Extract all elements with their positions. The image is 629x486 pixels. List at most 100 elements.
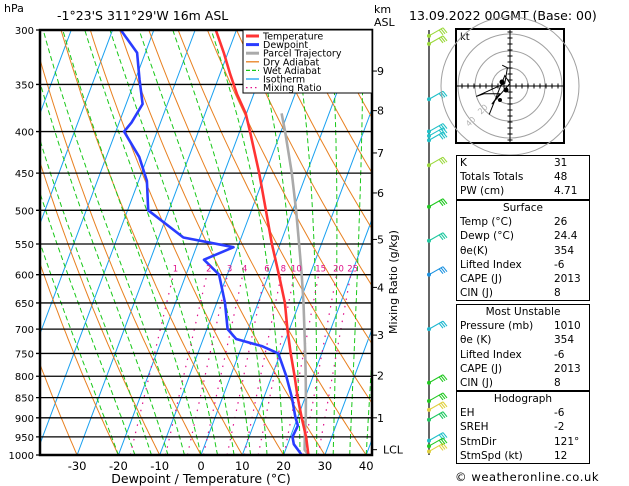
legend-label: Parcel Trajectory bbox=[263, 49, 342, 60]
pressure-tick-label: 350 bbox=[15, 80, 34, 91]
mixing-ratio-labels: 1 2 3 4 6 8 10 15 20 25 bbox=[173, 265, 358, 275]
km-tick-label: 3 bbox=[377, 329, 384, 342]
wind-barb bbox=[428, 127, 448, 137]
temperature-tick-label: 40 bbox=[359, 459, 374, 473]
index-value: 31 bbox=[554, 157, 568, 169]
pressure-tick-label: 450 bbox=[15, 169, 34, 180]
copyright-footer[interactable]: © weatheronline.co.uk bbox=[455, 470, 600, 484]
x-axis-title: Dewpoint / Temperature (°C) bbox=[111, 471, 290, 486]
pressure-tick-label: 550 bbox=[15, 240, 34, 251]
index-value: 4.71 bbox=[554, 185, 578, 198]
surface-row: θe(K) 354 bbox=[457, 244, 589, 258]
hodo-row: StmDir 121° bbox=[457, 435, 589, 449]
wind-barb bbox=[428, 232, 448, 242]
index-label: Pressure (mb) bbox=[460, 320, 534, 333]
dry-adiabat-line bbox=[148, 30, 367, 455]
profiles bbox=[119, 30, 310, 455]
index-value: 1010 bbox=[554, 320, 581, 333]
index-label: θe(K) bbox=[460, 244, 488, 257]
wind-barb bbox=[428, 392, 448, 402]
wind-barb bbox=[428, 442, 448, 452]
surface-title: Surface bbox=[502, 202, 543, 214]
index-label: StmDir bbox=[460, 435, 497, 448]
index-value: 12 bbox=[554, 449, 568, 462]
most-unstable-panel: Most Unstable Pressure (mb) 1010 θe (K) 35… bbox=[456, 304, 590, 392]
temperature-profile bbox=[214, 30, 310, 455]
wind-barb bbox=[428, 123, 448, 133]
isotherm-line bbox=[283, 217, 372, 455]
km-tick-label: 1 bbox=[377, 412, 384, 425]
isotherm-line bbox=[159, 30, 320, 455]
temperature-tick-label: 0 bbox=[197, 459, 204, 473]
legend-label: Mixing Ratio bbox=[263, 83, 322, 94]
wind-barb bbox=[428, 374, 448, 384]
index-label: θe (K) bbox=[460, 334, 492, 347]
wind-barb bbox=[428, 27, 448, 37]
wet-adiabat-line bbox=[84, 30, 218, 455]
temperature-axis: -30 -20 -10 0 10 20 30 40 bbox=[68, 459, 374, 473]
hodo-row: StmSpd (kt) 12 bbox=[457, 449, 589, 463]
isotherm-line bbox=[76, 30, 237, 455]
surface-row: CAPE (J) 2013 bbox=[457, 272, 589, 286]
pressure-tick-label: 1000 bbox=[9, 451, 34, 462]
isotherm-line bbox=[40, 30, 196, 446]
legend-label: Temperature bbox=[262, 32, 323, 43]
hodograph-storm-marker bbox=[503, 87, 509, 93]
index-label: Lifted Index bbox=[460, 348, 522, 361]
index-value: -6 bbox=[554, 407, 565, 420]
index-label: CAPE (J) bbox=[460, 272, 503, 285]
index-label: Temp (°C) bbox=[460, 216, 513, 229]
index-label: CIN (J) bbox=[460, 376, 493, 389]
mixing-ratio-axis-title: Mixing Ratio (g/kg) bbox=[387, 230, 400, 334]
index-value: 121° bbox=[554, 435, 580, 448]
mixing-ratio-line bbox=[257, 274, 295, 455]
wind-barb bbox=[428, 320, 448, 330]
wind-barb bbox=[428, 35, 448, 45]
index-label: Totals Totals bbox=[460, 171, 524, 184]
surface-panel: Surface Temp (°C) 26 Dewp (°C) 24.4 θe(K) 3… bbox=[456, 200, 590, 302]
index-value: 26 bbox=[554, 216, 568, 229]
km-tick-label: 6 bbox=[377, 187, 384, 200]
mixing-ratio-label: 4 bbox=[242, 265, 247, 275]
dry-adiabat-line bbox=[40, 57, 202, 455]
index-value: 8 bbox=[554, 287, 561, 300]
pressure-unit-label: hPa bbox=[4, 2, 24, 15]
mixing-ratio-line bbox=[186, 274, 229, 455]
pressure-tick-label: 300 bbox=[15, 26, 34, 37]
legend-label: Dry Adiabat bbox=[263, 57, 320, 68]
pressure-tick-label: 600 bbox=[15, 271, 34, 282]
index-value: 2013 bbox=[554, 362, 581, 375]
temperature-tick-label: 30 bbox=[318, 459, 333, 473]
index-label: SREH bbox=[460, 421, 489, 434]
index-label: CIN (J) bbox=[460, 287, 493, 300]
index-label: PW (cm) bbox=[460, 185, 505, 198]
wind-barb bbox=[428, 90, 448, 100]
pressure-tick-label: 700 bbox=[15, 325, 34, 336]
isotherm-line bbox=[200, 30, 361, 455]
km-label: km bbox=[374, 3, 391, 16]
mixing-ratio-line bbox=[302, 274, 338, 455]
wind-barbs bbox=[427, 27, 448, 455]
index-value: 2013 bbox=[554, 272, 581, 285]
index-label: Dewp (°C) bbox=[460, 230, 514, 243]
mu-row: Pressure (mb) 1010 bbox=[457, 319, 589, 333]
index-label: K bbox=[460, 157, 467, 169]
mu-row: θe (K) 354 bbox=[457, 333, 589, 347]
mixing-ratio-label: 8 bbox=[281, 265, 286, 275]
index-value: 48 bbox=[554, 171, 568, 184]
pressure-tick-label: 950 bbox=[15, 433, 34, 444]
mu-row: CAPE (J) 2013 bbox=[457, 362, 589, 376]
plot-frame bbox=[38, 28, 374, 457]
location-title: -1°23'S 311°29'W 16m ASL bbox=[57, 8, 228, 23]
mixing-ratio-label: 20 bbox=[333, 265, 344, 275]
dry-adiabat-line bbox=[294, 30, 372, 174]
legend-label: Wet Adiabat bbox=[263, 66, 321, 77]
mu-row: Lifted Index -6 bbox=[457, 348, 589, 362]
mixing-ratio-label: 3 bbox=[227, 265, 232, 275]
mixing-ratio-label: 6 bbox=[264, 265, 269, 275]
isotherm-line bbox=[40, 30, 114, 225]
km-tick-label: 9 bbox=[377, 65, 384, 78]
mixing-ratio-line bbox=[243, 274, 282, 455]
index-label: EH bbox=[460, 407, 475, 420]
